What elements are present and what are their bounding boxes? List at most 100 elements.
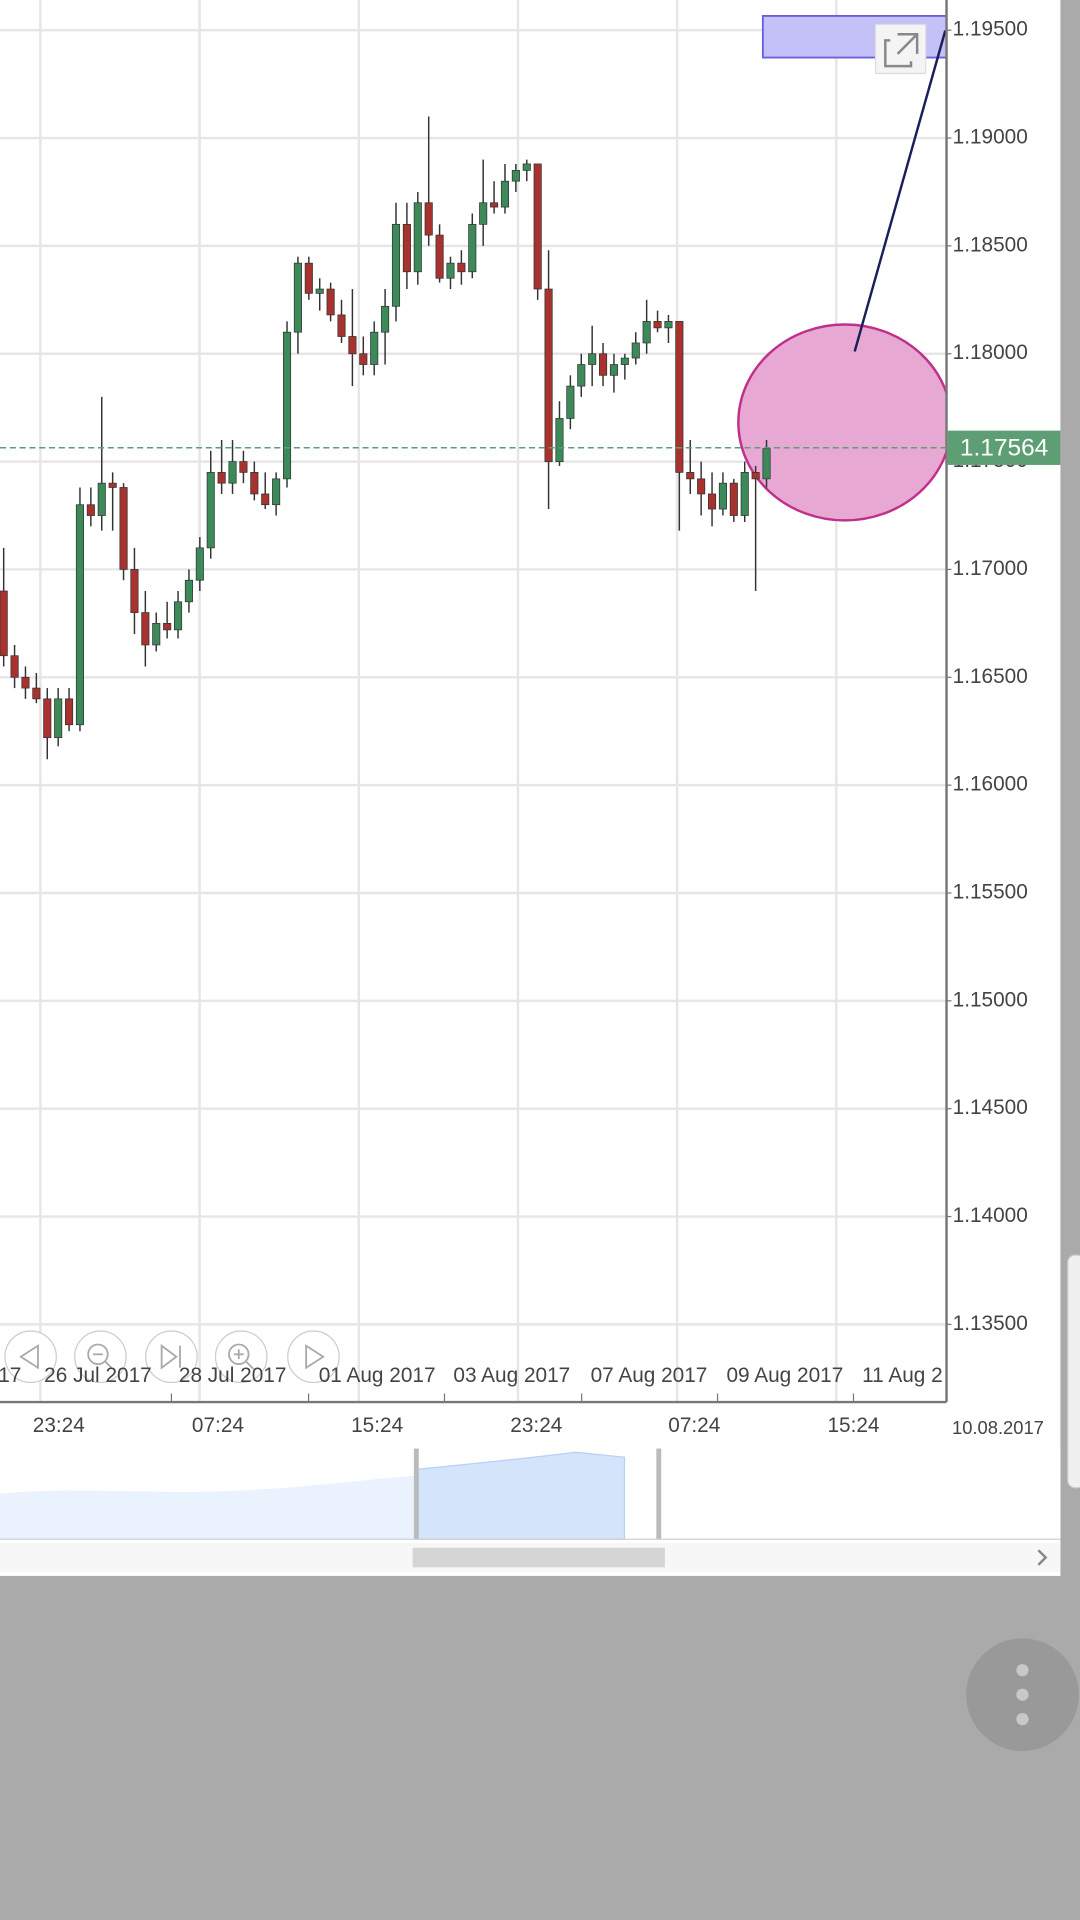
candle-body bbox=[10, 655, 19, 678]
x-date-label: 09 Aug 2017 bbox=[726, 1364, 843, 1387]
x-date-label: 03 Aug 2017 bbox=[453, 1364, 570, 1387]
x-time-label: 07:24 bbox=[192, 1414, 244, 1437]
x-time-label: 15:24 bbox=[351, 1414, 403, 1437]
trend-line[interactable] bbox=[853, 30, 947, 352]
candle-body bbox=[500, 180, 510, 208]
navigator-selection bbox=[415, 1451, 626, 1540]
candle-body bbox=[577, 364, 586, 387]
candle-body bbox=[631, 342, 640, 359]
candles bbox=[0, 116, 771, 760]
candle-body bbox=[97, 482, 106, 516]
candle-body bbox=[359, 353, 368, 365]
candle-body bbox=[130, 569, 139, 613]
candle-body bbox=[511, 170, 520, 182]
menu-dot bbox=[1016, 1688, 1029, 1701]
ellipse-drawing[interactable] bbox=[737, 323, 951, 522]
icon bbox=[160, 1343, 181, 1370]
toolbar bbox=[4, 1330, 340, 1384]
candle-body bbox=[566, 385, 575, 419]
candle-body bbox=[239, 461, 248, 473]
navigator-area bbox=[0, 1475, 417, 1540]
x-axis-labels: 17 26 Jul 2017 28 Jul 2017 01 Aug 2017 03 Au… bbox=[0, 1364, 1044, 1438]
candle-body bbox=[65, 698, 74, 726]
icon bbox=[93, 1353, 114, 1370]
y-tick-label: 1.19000 bbox=[953, 126, 1028, 149]
candle-body bbox=[163, 623, 172, 631]
candle-body bbox=[348, 336, 357, 355]
candle-body bbox=[32, 687, 41, 700]
candle-body bbox=[479, 202, 488, 225]
last-price-label: 1.17564 bbox=[960, 434, 1048, 461]
candle-body bbox=[533, 163, 542, 290]
candle-body bbox=[228, 461, 237, 484]
y-tick-label: 1.14500 bbox=[953, 1096, 1028, 1119]
candle-body bbox=[588, 353, 597, 365]
y-tick-label: 1.18000 bbox=[953, 341, 1028, 364]
candle-body bbox=[599, 353, 608, 376]
candle-body bbox=[751, 472, 760, 480]
candle-body bbox=[424, 202, 433, 236]
x-date-label: 17 bbox=[0, 1364, 21, 1387]
last-price-tag bbox=[947, 430, 1061, 465]
candle-body bbox=[653, 321, 662, 329]
candle-body bbox=[402, 223, 411, 273]
candle-body bbox=[457, 262, 466, 273]
candle-body bbox=[326, 288, 335, 316]
zoom-out-button[interactable] bbox=[74, 1330, 127, 1384]
candle-body bbox=[740, 472, 749, 516]
scroll-right-button[interactable] bbox=[287, 1330, 340, 1384]
navigator-handle[interactable] bbox=[656, 1448, 662, 1540]
navigator[interactable] bbox=[0, 1448, 1061, 1540]
x-date-label: 07 Aug 2017 bbox=[591, 1364, 708, 1387]
rectangle-drawing[interactable] bbox=[761, 15, 959, 59]
scroll-arrow[interactable] bbox=[1037, 1549, 1048, 1566]
candle-body bbox=[272, 478, 281, 506]
candle-body bbox=[370, 331, 379, 365]
candle-body bbox=[522, 163, 531, 171]
candle-body bbox=[54, 698, 63, 739]
candle-body bbox=[173, 601, 183, 631]
candle-body bbox=[195, 547, 204, 581]
candle-body bbox=[337, 314, 346, 337]
candle-body bbox=[762, 448, 771, 480]
side-panel-tab[interactable] bbox=[1067, 1254, 1080, 1489]
candle-body bbox=[555, 418, 564, 462]
y-tick-label: 1.18500 bbox=[953, 233, 1028, 256]
y-tick-label: 1.15000 bbox=[953, 988, 1028, 1011]
candle-body bbox=[446, 262, 455, 279]
candle-body bbox=[304, 262, 313, 294]
menu-dot bbox=[1016, 1713, 1029, 1726]
candle-body bbox=[86, 504, 95, 516]
y-tick-label: 1.19500 bbox=[953, 18, 1028, 41]
go-end-button[interactable] bbox=[145, 1330, 198, 1384]
drawings bbox=[737, 15, 959, 522]
candle-body bbox=[282, 331, 292, 480]
candle-body bbox=[108, 482, 117, 488]
candle-body bbox=[620, 357, 629, 365]
candle-body bbox=[686, 472, 695, 480]
icon bbox=[19, 1344, 39, 1370]
icon bbox=[228, 1343, 250, 1365]
candle-body bbox=[293, 262, 302, 333]
candle-body bbox=[609, 364, 618, 376]
icon bbox=[87, 1343, 109, 1365]
candle-body bbox=[184, 579, 193, 603]
candle-body bbox=[544, 288, 553, 462]
zoom-in-button[interactable] bbox=[214, 1330, 268, 1384]
scrollbar-thumb[interactable] bbox=[412, 1547, 665, 1568]
scroll-left-button[interactable] bbox=[4, 1330, 57, 1384]
navigator-handle[interactable] bbox=[413, 1448, 419, 1540]
x-time-label: 15:24 bbox=[827, 1414, 879, 1437]
candle-body bbox=[664, 321, 673, 329]
candle-body bbox=[261, 493, 270, 506]
candle-body bbox=[21, 676, 30, 689]
candle-body bbox=[206, 472, 215, 549]
candle-body bbox=[708, 493, 717, 510]
x-date-stamp: 10.08.2017 bbox=[952, 1417, 1044, 1438]
chart-panel bbox=[0, 0, 1061, 1576]
candle-body bbox=[490, 202, 499, 208]
candle-body bbox=[675, 321, 684, 473]
candle-body bbox=[0, 590, 8, 657]
y-tick-label: 1.14000 bbox=[953, 1204, 1028, 1227]
y-tick-label: 1.13500 bbox=[953, 1312, 1028, 1335]
